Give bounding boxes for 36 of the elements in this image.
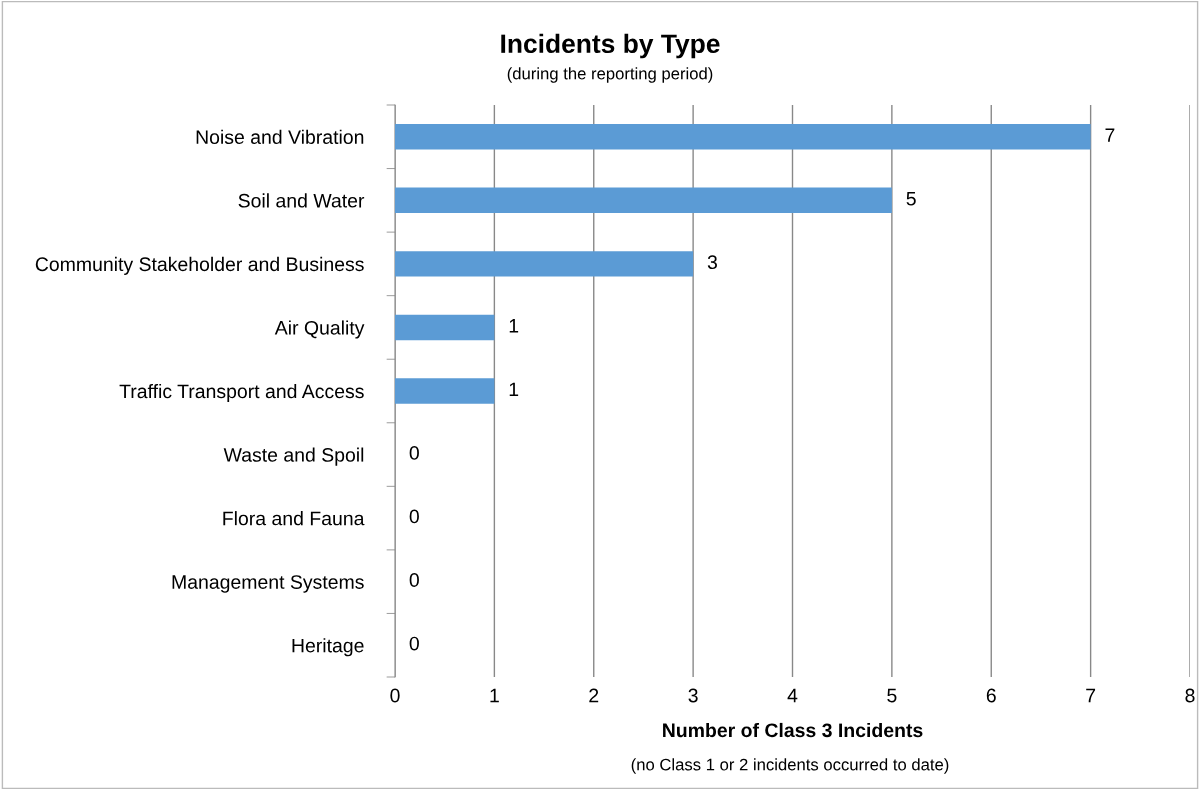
bar — [395, 187, 892, 214]
x-tick-label: 1 — [490, 688, 499, 703]
x-tick-label: 8 — [1185, 688, 1195, 703]
bar — [395, 251, 694, 277]
bar — [395, 124, 1091, 150]
x-tick-label: 2 — [589, 688, 599, 703]
x-tick-label: 6 — [986, 688, 996, 703]
x-tick-label: 3 — [688, 688, 698, 703]
data-label: 0 — [409, 573, 419, 587]
data-label: 7 — [1105, 128, 1115, 142]
text: (no Class 1 or 2 incidents occurred to date) — [631, 758, 949, 774]
y-tick-label: Waste and Spoil — [223, 447, 364, 466]
y-tick-label: Heritage — [292, 638, 364, 657]
chart-title: Incidents by Type — [501, 33, 720, 59]
data-label: 1 — [509, 382, 519, 397]
x-tick-label: 0 — [390, 688, 400, 703]
y-tick-label: Community Stakeholder and Business — [35, 256, 364, 275]
data-label: 0 — [409, 636, 419, 651]
x-axis-title: Number of Class 3 Incidents — [663, 722, 923, 738]
chart-subtitle: (during the reporting period) — [507, 67, 713, 83]
data-label: 0 — [409, 446, 419, 460]
data-label: 3 — [707, 255, 717, 270]
y-tick-label: Flora and Fauna — [223, 511, 365, 526]
y-tick-label: Noise and Vibration — [196, 129, 364, 145]
y-tick-label: Air Quality — [274, 320, 365, 339]
y-tick-label: Management Systems — [172, 575, 364, 593]
data-label: 1 — [509, 319, 519, 333]
bar — [395, 314, 495, 341]
data-label: 5 — [906, 191, 916, 206]
y-tick-label: Soil and Water — [238, 193, 365, 208]
y-tick-label: Traffic Transport and Access — [119, 383, 364, 403]
x-tick-label: 4 — [787, 688, 798, 703]
x-tick-label: 5 — [887, 688, 897, 703]
data-label: 0 — [409, 509, 419, 524]
bar — [395, 378, 495, 404]
x-tick-label: 7 — [1086, 688, 1096, 703]
